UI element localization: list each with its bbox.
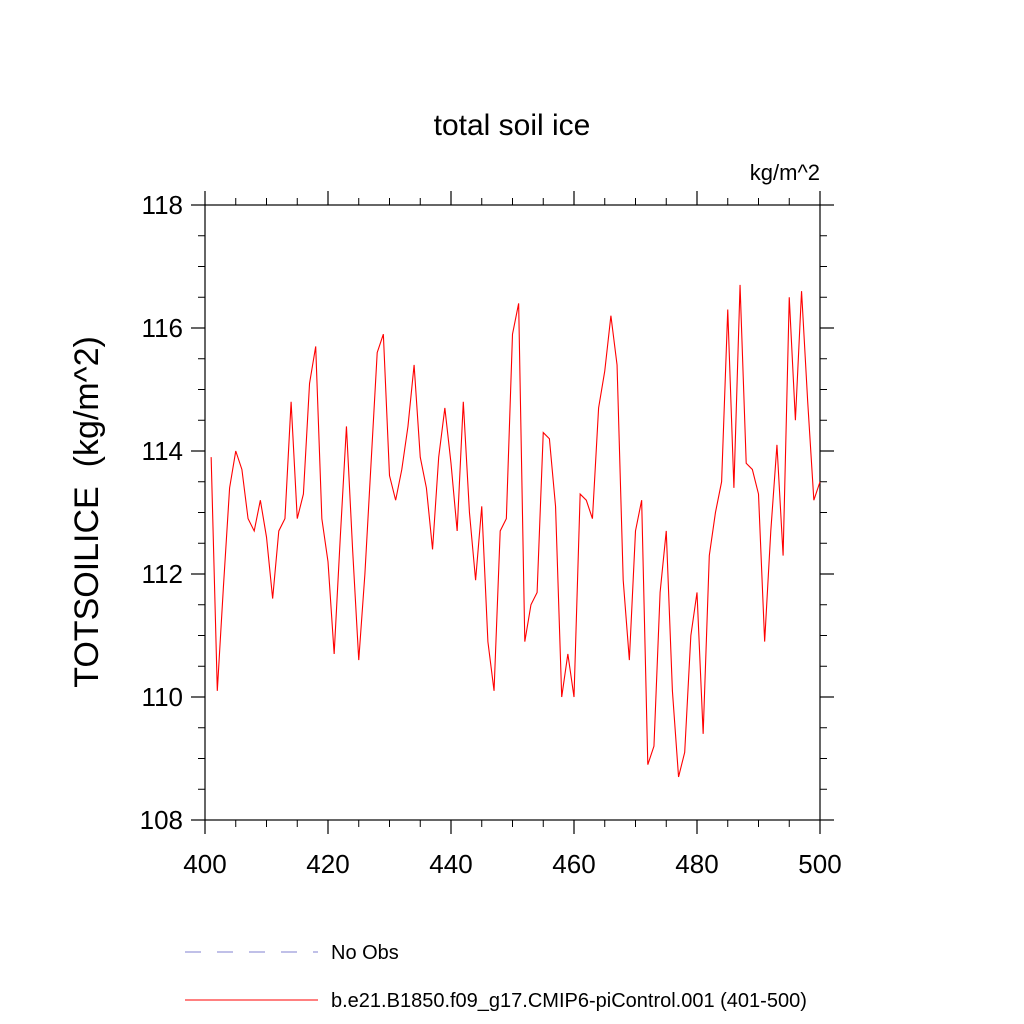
x-tick-label: 400	[183, 849, 226, 879]
y-axis-label: TOTSOILICE (kg/m^2)	[68, 336, 106, 688]
y-tick-label: 116	[142, 313, 183, 343]
y-tick-label: 114	[142, 436, 183, 466]
y-tick-label: 110	[142, 682, 183, 712]
units-label: kg/m^2	[750, 160, 820, 185]
series-line	[210, 284, 821, 778]
legend-label: b.e21.B1850.f09_g17.CMIP6-piControl.001 …	[331, 990, 807, 1012]
y-tick-label: 118	[142, 190, 183, 220]
legend-label: No Obs	[331, 942, 399, 964]
x-tick-label: 420	[306, 849, 349, 879]
x-tick-label: 500	[798, 849, 841, 879]
x-tick-label: 440	[429, 849, 472, 879]
x-tick-label: 480	[675, 849, 718, 879]
y-tick-label: 108	[140, 805, 183, 835]
y-tick-label: 112	[142, 559, 183, 589]
x-tick-label: 460	[552, 849, 595, 879]
chart-title: total soil ice	[434, 109, 591, 142]
